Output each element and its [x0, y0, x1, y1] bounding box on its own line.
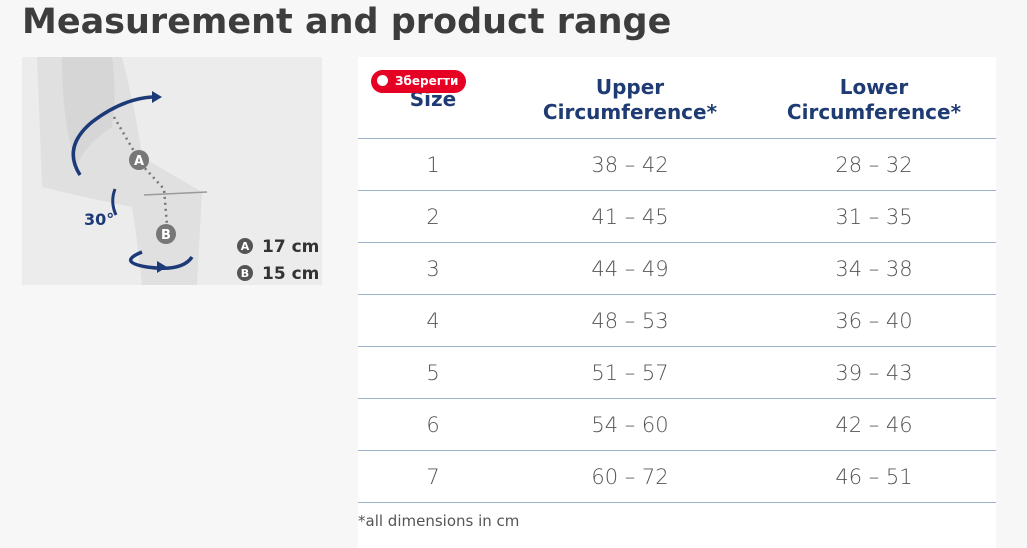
lower-arrow: [129, 250, 194, 270]
legend-marker: [237, 238, 253, 254]
table-cell: 4: [426, 309, 440, 333]
upper-arrow-head: [152, 91, 162, 103]
table-cell: 51 – 57: [591, 361, 669, 385]
table-cell: 36 – 40: [835, 309, 913, 333]
legend-marker-label: A: [241, 240, 250, 253]
legend-marker: [237, 265, 253, 281]
knee-line: [143, 191, 208, 196]
table-cell: 31 – 35: [835, 205, 913, 229]
legend-text: 17 cm: [262, 237, 319, 257]
table-cell: 34 – 38: [835, 257, 913, 281]
table-cell: 60 – 72: [591, 465, 669, 489]
upper-arrow: [71, 95, 153, 176]
footnote: *all dimensions in cm: [358, 512, 520, 530]
table-cell: 28 – 32: [835, 153, 913, 177]
table-row: 4 48 – 53 36 – 40: [358, 294, 996, 347]
table-cell: 1: [426, 153, 440, 177]
lower-arrow-head: [157, 261, 167, 273]
table-row: 3 44 – 49 34 – 38: [358, 242, 996, 295]
table-cell: 39 – 43: [835, 361, 913, 385]
table-row: 7 60 – 72 46 – 51: [358, 450, 996, 503]
legend-text: 15 cm: [262, 264, 319, 284]
column-header-text: Upper Circumference*: [542, 75, 718, 124]
table-cell: 3: [426, 257, 440, 281]
table-cell: 46 – 51: [835, 465, 913, 489]
measurement-diagram: A B 30° A 17 cm B 15 cm: [22, 57, 322, 285]
table-cell: 7: [426, 465, 440, 489]
table-row: 5 51 – 57 39 – 43: [358, 346, 996, 399]
column-header-text: Lower Circumference*: [786, 75, 962, 124]
column-header: Lower Circumference*: [754, 75, 994, 125]
table-cell: 54 – 60: [591, 413, 669, 437]
pinterest-save-button[interactable]: Зберегти: [371, 70, 467, 93]
table-cell: 6: [426, 413, 440, 437]
table-row: 1 38 – 42 28 – 32: [358, 138, 996, 191]
table-cell: 2: [426, 205, 440, 229]
marker-a: [129, 150, 149, 170]
table-cell: 44 – 49: [591, 257, 669, 281]
table-cell: 42 – 46: [835, 413, 913, 437]
table-bottom-rule: [358, 502, 996, 503]
table-cell: 41 – 45: [591, 205, 669, 229]
angle-arc: [111, 188, 118, 216]
table-cell: 5: [426, 361, 440, 385]
column-header: Upper Circumference*: [510, 75, 750, 125]
table-row: 2 41 – 45 31 – 35: [358, 190, 996, 243]
marker-a-label: A: [134, 154, 144, 169]
table-row: 6 54 – 60 42 – 46: [358, 398, 996, 451]
legend-marker-label: B: [241, 267, 249, 280]
marker-b: [156, 224, 176, 244]
table-cell: 38 – 42: [591, 153, 669, 177]
page-title: Measurement and product range: [22, 2, 672, 42]
size-table: *all dimensions in cm Size Upper Circumfe…: [358, 57, 996, 548]
angle-label: 30°: [84, 210, 114, 229]
marker-b-label: B: [161, 228, 171, 243]
table-cell: 48 – 53: [591, 309, 669, 333]
